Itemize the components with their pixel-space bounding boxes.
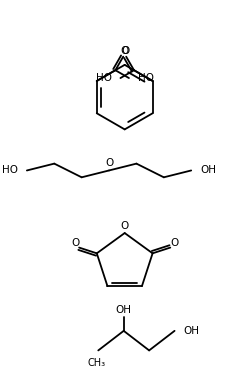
Text: O: O: [105, 158, 113, 168]
Text: O: O: [170, 238, 178, 248]
Text: O: O: [71, 238, 79, 248]
Text: O: O: [121, 221, 129, 231]
Text: HO: HO: [138, 73, 154, 83]
Text: OH: OH: [200, 165, 216, 175]
Text: CH₃: CH₃: [87, 358, 105, 368]
Text: O: O: [121, 46, 129, 56]
Text: O: O: [120, 46, 128, 56]
Text: HO: HO: [2, 165, 18, 175]
Text: HO: HO: [96, 73, 112, 83]
Text: OH: OH: [116, 305, 132, 315]
Text: OH: OH: [183, 326, 199, 336]
